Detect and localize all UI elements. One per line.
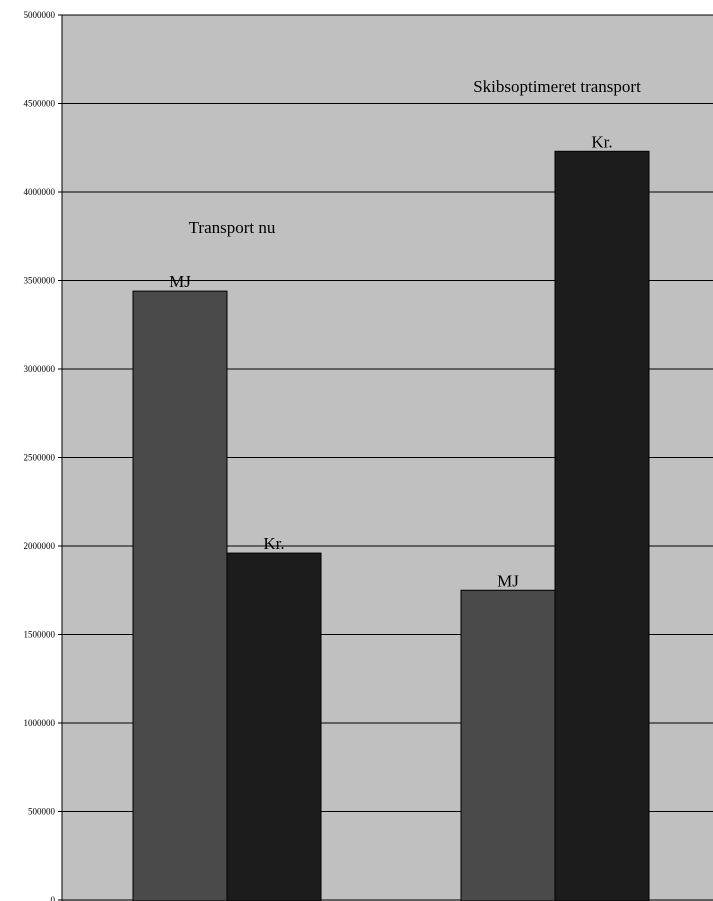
y-tick-label: 4500000	[24, 99, 56, 109]
bars	[132, 150, 650, 901]
bar-data-label: MJ	[169, 272, 191, 291]
y-tick-label: 0	[51, 895, 56, 901]
bar-data-label: MJ	[497, 571, 519, 590]
bar-labels: MJ Kr. MJ Kr.	[169, 132, 612, 590]
bar-data-label: Kr.	[263, 534, 284, 553]
y-tick-label: 4000000	[24, 187, 56, 197]
y-tick-label: 5000000	[24, 10, 56, 20]
y-tick-label: 2500000	[24, 453, 56, 463]
bar-mj-1	[460, 589, 556, 901]
y-tick-label: 2000000	[24, 541, 56, 551]
y-tick-label: 3500000	[24, 276, 56, 286]
y-tick-label: 1500000	[24, 630, 56, 640]
bar-mj-0	[132, 290, 228, 901]
category-label: Transport nu	[189, 218, 276, 237]
y-tick-label: 500000	[28, 807, 56, 817]
category-labels: Transport nu Skibsoptimeret transport	[189, 77, 641, 237]
bar-kr-0	[226, 552, 322, 901]
bar-kr-1	[554, 150, 650, 901]
bar-data-label: Kr.	[591, 132, 612, 151]
category-label: Skibsoptimeret transport	[473, 77, 641, 96]
y-tick-label: 1000000	[24, 718, 56, 728]
y-tick-label: 3000000	[24, 364, 56, 374]
y-axis-tick-labels: 0 500000 1000000 1500000 2000000 2500000 30000…	[24, 10, 56, 901]
